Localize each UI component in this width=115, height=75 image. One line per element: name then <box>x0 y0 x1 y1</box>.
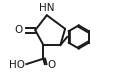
Text: HO: HO <box>9 60 25 70</box>
Text: O: O <box>47 60 55 70</box>
Text: HN: HN <box>39 2 54 13</box>
Text: O: O <box>15 25 23 35</box>
